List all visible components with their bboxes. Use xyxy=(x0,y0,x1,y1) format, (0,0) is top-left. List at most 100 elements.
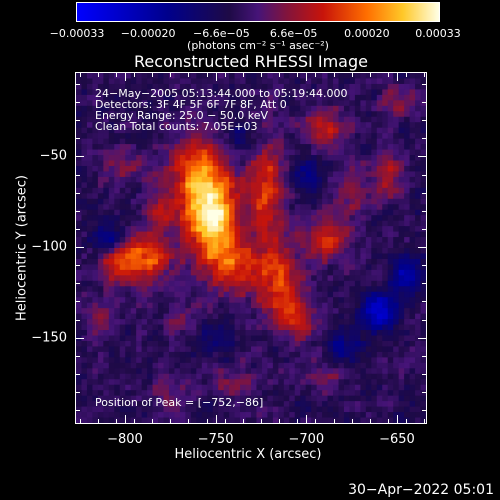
heatmap-cell xyxy=(354,384,361,391)
heatmap-cell xyxy=(152,248,159,255)
heatmap-cell xyxy=(168,297,176,304)
heatmap-cell xyxy=(267,302,274,309)
heatmap-cell xyxy=(218,362,225,369)
heatmap-cell xyxy=(338,171,345,178)
heatmap-cell xyxy=(343,89,351,96)
heatmap-cell xyxy=(343,138,351,145)
heatmap-cell xyxy=(114,187,121,194)
heatmap-cell xyxy=(404,324,411,331)
heatmap-cell xyxy=(338,384,345,391)
heatmap-cell xyxy=(316,89,323,96)
heatmap-cell xyxy=(92,111,99,118)
heatmap-cell xyxy=(114,198,121,205)
heatmap-cell xyxy=(234,308,241,315)
heatmap-cell xyxy=(283,330,290,337)
heatmap-cell xyxy=(229,258,236,266)
heatmap-cell xyxy=(76,100,83,107)
heatmap-cell xyxy=(234,215,241,222)
heatmap-cell xyxy=(360,373,367,380)
heatmap-cell xyxy=(125,182,132,189)
heatmap-cell xyxy=(229,264,236,271)
heatmap-cell xyxy=(300,237,307,244)
heatmap-cell xyxy=(420,105,426,112)
heatmap-cell xyxy=(415,324,422,331)
heatmap-cell xyxy=(152,340,159,348)
heatmap-cell xyxy=(354,412,361,419)
heatmap-cell xyxy=(327,258,334,266)
heatmap-cell xyxy=(234,275,241,282)
heatmap-cell xyxy=(92,78,99,85)
y-tick-label: −150 xyxy=(31,330,67,346)
heatmap-cell xyxy=(245,258,252,266)
axis-tick xyxy=(188,73,190,77)
axis-tick xyxy=(422,83,426,85)
heatmap-cell xyxy=(92,226,99,233)
heatmap-cell xyxy=(294,313,301,320)
heatmap-cell xyxy=(360,280,367,287)
heatmap-cell xyxy=(81,275,88,282)
heatmap-cell xyxy=(338,346,345,353)
heatmap-cell xyxy=(376,220,383,227)
heatmap-cell xyxy=(141,94,148,101)
heatmap-cell xyxy=(256,127,263,134)
heatmap-cell xyxy=(108,412,115,419)
heatmap-cell xyxy=(130,412,137,419)
heatmap-cell xyxy=(114,215,121,222)
heatmap-cell xyxy=(382,237,389,244)
heatmap-cell xyxy=(168,100,176,107)
heatmap-cell xyxy=(343,78,351,85)
heatmap-cell xyxy=(333,176,340,183)
heatmap-cell xyxy=(147,313,154,320)
heatmap-cell xyxy=(97,357,104,364)
heatmap-cell xyxy=(283,73,290,80)
heatmap-cell xyxy=(81,368,88,375)
heatmap-cell xyxy=(387,379,394,386)
heatmap-cell xyxy=(360,116,367,123)
heatmap-cell xyxy=(185,340,192,348)
heatmap-cell xyxy=(76,171,83,178)
heatmap-cell xyxy=(382,280,389,287)
heatmap-cell xyxy=(256,417,263,423)
heatmap-cell xyxy=(223,144,230,151)
heatmap-cell xyxy=(185,105,192,112)
heatmap-cell xyxy=(272,165,279,173)
heatmap-cell xyxy=(125,406,132,413)
heatmap-cell xyxy=(322,122,329,129)
heatmap-cell xyxy=(360,308,367,315)
heatmap-cell xyxy=(179,330,186,337)
heatmap-cell xyxy=(240,324,247,331)
heatmap-cell xyxy=(245,182,252,189)
heatmap-cell xyxy=(278,253,285,260)
heatmap-cell xyxy=(349,269,356,276)
heatmap-cell xyxy=(333,330,340,337)
heatmap-cell xyxy=(114,286,121,293)
heatmap-cell xyxy=(86,335,94,342)
heatmap-cell xyxy=(76,198,83,205)
heatmap-cell xyxy=(409,122,416,129)
heatmap-cell xyxy=(316,253,323,260)
heatmap-cell xyxy=(229,351,236,358)
heatmap-cell xyxy=(251,390,258,397)
heatmap-cell xyxy=(261,291,269,298)
axis-tick xyxy=(134,419,136,423)
heatmap-cell xyxy=(300,100,307,107)
heatmap-cell xyxy=(256,286,263,293)
heatmap-cell xyxy=(300,248,307,255)
heatmap-cell xyxy=(201,231,208,238)
heatmap-cell xyxy=(97,149,104,156)
heatmap-cell xyxy=(322,182,329,189)
heatmap-cell xyxy=(261,144,269,151)
heatmap-cell xyxy=(305,231,312,238)
heatmap-cell xyxy=(316,412,323,419)
heatmap-cell xyxy=(376,111,383,118)
heatmap-cell xyxy=(398,379,405,386)
heatmap-cell xyxy=(404,373,411,380)
heatmap-cell xyxy=(240,220,247,227)
heatmap-cell xyxy=(300,171,307,178)
heatmap-cell xyxy=(371,280,378,287)
heatmap-cell xyxy=(360,111,367,118)
heatmap-cell xyxy=(382,412,389,419)
heatmap-cell xyxy=(272,133,279,140)
heatmap-cell xyxy=(289,248,296,255)
heatmap-cell xyxy=(251,193,258,200)
